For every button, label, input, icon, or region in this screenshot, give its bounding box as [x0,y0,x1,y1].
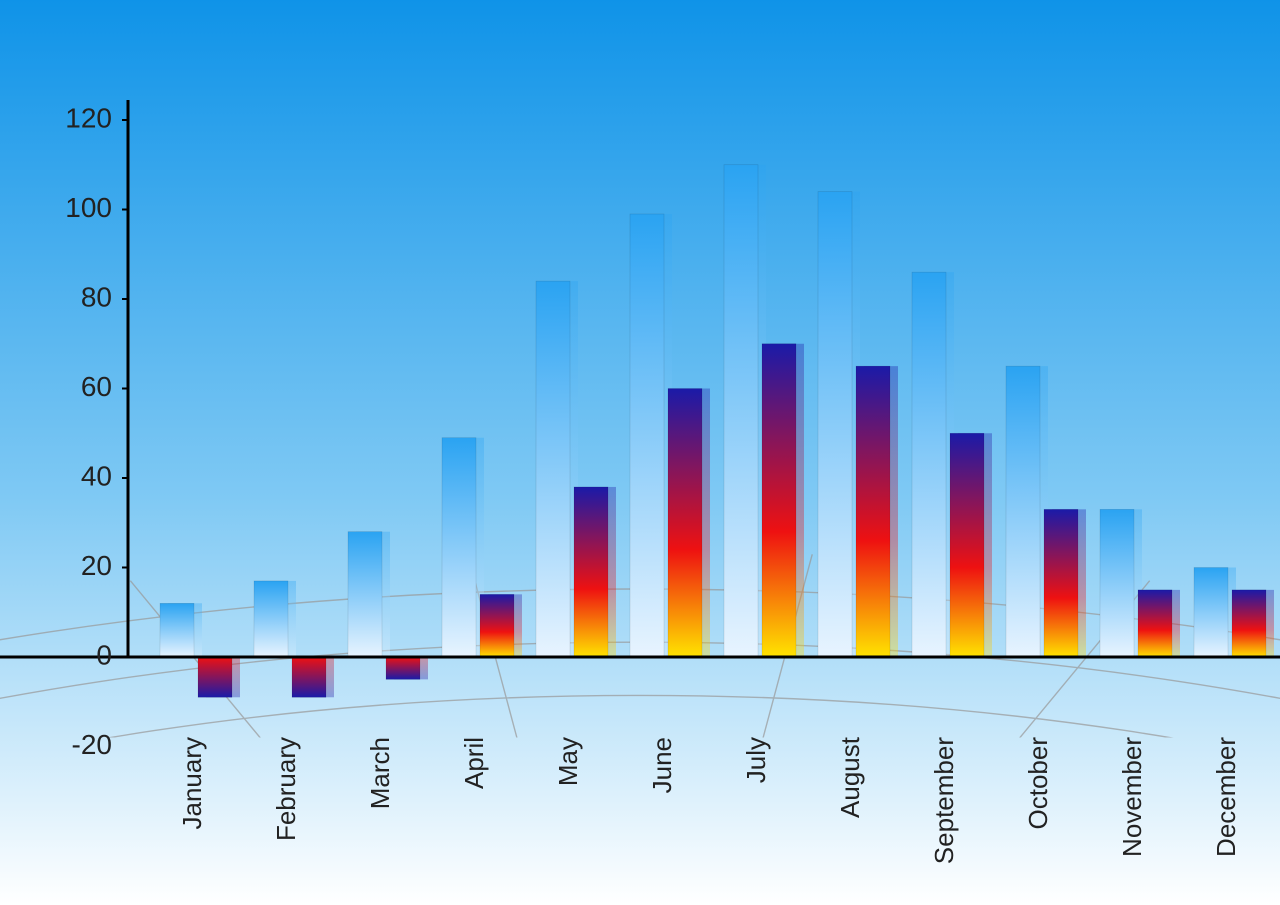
bar-b-10 [1138,590,1172,657]
x-tick-label: January [177,737,207,830]
bar-b-1 [292,657,326,697]
x-tick-label: August [835,736,865,818]
bar-b-11 [1232,590,1266,657]
y-tick-label: 20 [81,550,112,581]
bar-a-5 [630,214,664,657]
bar-a-8 [912,272,946,657]
bar-b-9 [1044,509,1078,657]
y-tick-label: 100 [65,192,112,223]
x-tick-label: April [459,737,489,789]
x-tick-label: November [1117,737,1147,857]
x-tick-label: October [1023,737,1053,830]
bar-a-7 [818,192,852,657]
bar-b-8 [950,433,984,657]
bar-a-2 [348,532,382,657]
bar-b-6 [762,344,796,657]
x-tick-label: July [741,737,771,783]
chart-svg: -20 0 20 40 60 80 100 120 January February March Ap… [0,0,1280,905]
y-tick-label: 80 [81,281,112,312]
bar-b-2 [386,657,420,679]
y-tick-label: 0 [96,639,112,670]
bar-a-1 [254,581,288,657]
x-tick-label: June [647,737,677,793]
bar-a-9 [1006,366,1040,657]
monthly-bar-chart: -20 0 20 40 60 80 100 120 January February March Ap… [0,0,1280,905]
bar-b-0 [198,657,232,697]
x-tick-label: September [929,737,959,865]
bar-b-7 [856,366,890,657]
y-tick-label: -20 [72,729,112,760]
bar-a-11 [1194,568,1228,658]
bar-a-0 [160,603,194,657]
bar-b-3 [480,594,514,657]
bar-b-4 [574,487,608,657]
bar-a-10 [1100,509,1134,657]
x-tick-label: March [365,737,395,809]
bar-b-5 [668,389,702,658]
x-tick-label: May [553,737,583,786]
x-tick-label: February [271,737,301,841]
x-tick-label: December [1211,737,1241,857]
y-tick-label: 120 [65,102,112,133]
y-tick-label: 60 [81,371,112,402]
bar-a-4 [536,281,570,657]
bar-a-6 [724,165,758,657]
y-tick-label: 40 [81,460,112,491]
bar-a-3 [442,438,476,657]
